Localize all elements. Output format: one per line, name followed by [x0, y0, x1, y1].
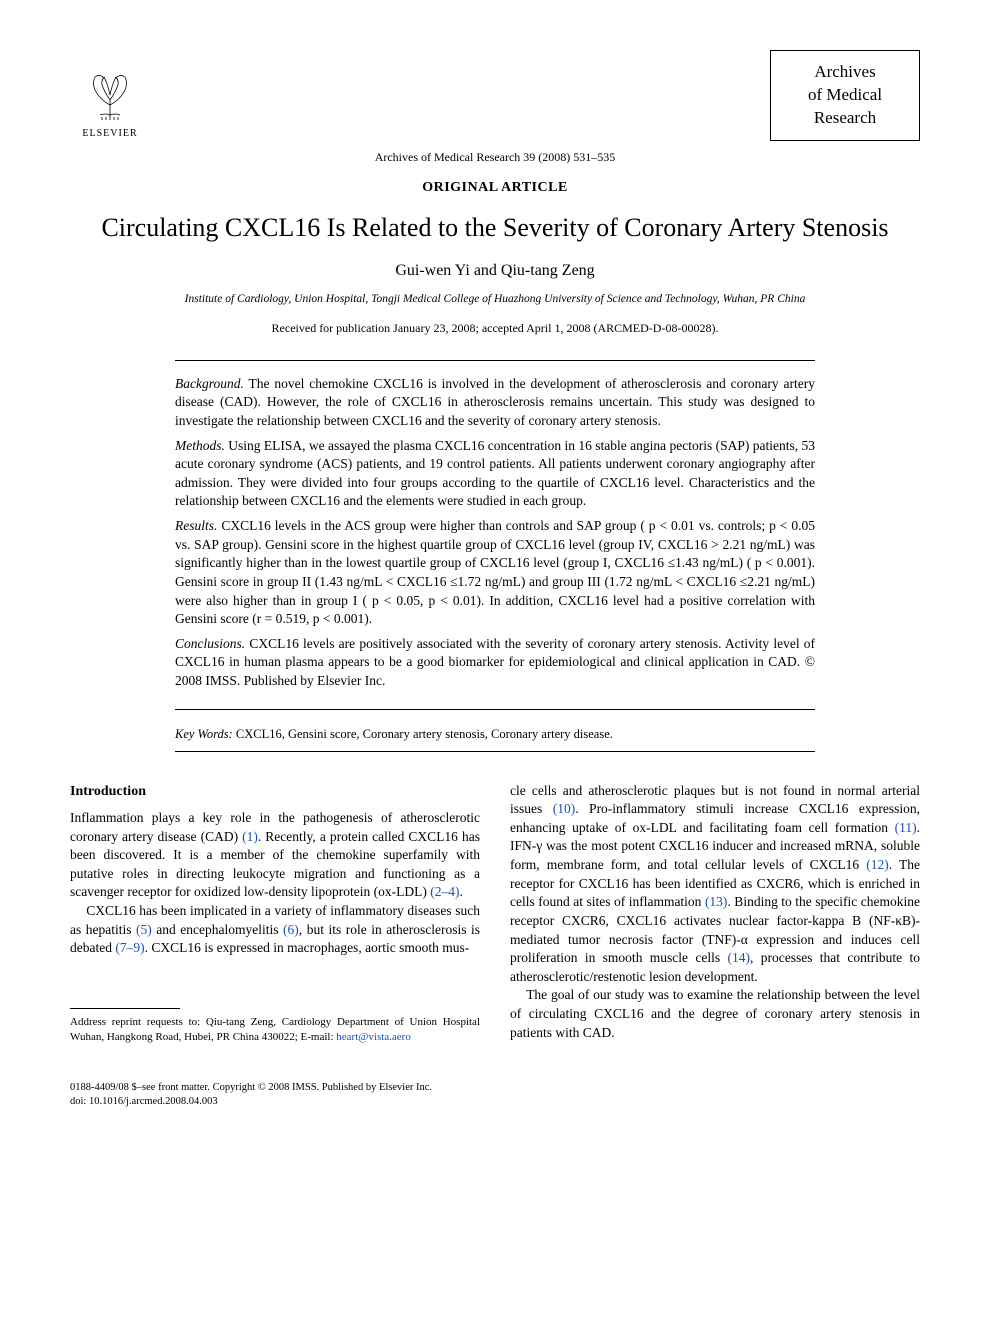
column-right: cle cells and atherosclerotic plaques bu… [510, 782, 920, 1045]
keywords-label: Key Words: [175, 727, 233, 741]
conclusions-text: CXCL16 levels are positively associated … [175, 636, 815, 688]
background-label: Background. [175, 376, 244, 391]
body-columns: Introduction Inflammation plays a key ro… [70, 782, 920, 1045]
ref-link-13[interactable]: (13) [705, 894, 728, 909]
footnote-text: Address reprint requests to: Qiu-tang Ze… [70, 1016, 480, 1043]
publisher-name: ELSEVIER [82, 127, 137, 141]
article-type: ORIGINAL ARTICLE [70, 179, 920, 198]
citation-line: Archives of Medical Research 39 (2008) 5… [70, 149, 920, 165]
affiliation: Institute of Cardiology, Union Hospital,… [70, 292, 920, 308]
keywords-text: CXCL16, Gensini score, Coronary artery s… [236, 727, 613, 741]
abstract-background: Background. The novel chemokine CXCL16 i… [175, 375, 815, 431]
publisher-logo: ELSEVIER [70, 50, 150, 140]
ref-link-12[interactable]: (12) [866, 857, 889, 872]
p2-text-b: and encephalomyelitis [152, 922, 283, 937]
keywords-block: Key Words: CXCL16, Gensini score, Corona… [175, 720, 815, 752]
conclusions-label: Conclusions. [175, 636, 245, 651]
footer-doi: doi: 10.1016/j.arcmed.2008.04.003 [70, 1095, 920, 1109]
results-label: Results. [175, 518, 217, 533]
column-left: Introduction Inflammation plays a key ro… [70, 782, 480, 1045]
journal-line-3: Research [785, 107, 905, 130]
elsevier-tree-icon [80, 65, 140, 125]
journal-title-box: Archives of Medical Research [770, 50, 920, 141]
ref-link-6[interactable]: (6) [283, 922, 299, 937]
correspondence-footnote: Address reprint requests to: Qiu-tang Ze… [70, 1015, 480, 1045]
methods-text: Using ELISA, we assayed the plasma CXCL1… [175, 438, 815, 509]
ref-link-11[interactable]: (11) [895, 820, 917, 835]
abstract-block: Background. The novel chemokine CXCL16 i… [175, 360, 815, 710]
intro-paragraph-3: The goal of our study was to examine the… [510, 986, 920, 1042]
ref-link-10[interactable]: (10) [553, 801, 576, 816]
introduction-heading: Introduction [70, 782, 480, 801]
ref-link-7-9[interactable]: (7–9) [115, 940, 144, 955]
abstract-results: Results. CXCL16 levels in the ACS group … [175, 517, 815, 629]
abstract-methods: Methods. Using ELISA, we assayed the pla… [175, 437, 815, 512]
results-text: CXCL16 levels in the ACS group were high… [175, 518, 815, 626]
intro-paragraph-1: Inflammation plays a key role in the pat… [70, 809, 480, 902]
header-row: ELSEVIER Archives of Medical Research [70, 50, 920, 141]
page-footer: 0188-4409/08 $–see front matter. Copyrig… [70, 1081, 920, 1109]
background-text: The novel chemokine CXCL16 is involved i… [175, 376, 815, 428]
article-title: Circulating CXCL16 Is Related to the Sev… [70, 212, 920, 245]
received-line: Received for publication January 23, 200… [70, 320, 920, 336]
methods-label: Methods. [175, 438, 225, 453]
footnote-rule [70, 1008, 180, 1009]
email-link[interactable]: heart@vista.aero [336, 1031, 411, 1043]
ref-link-14[interactable]: (14) [727, 950, 750, 965]
abstract-conclusions: Conclusions. CXCL16 levels are positivel… [175, 635, 815, 691]
authors: Gui-wen Yi and Qiu-tang Zeng [70, 260, 920, 282]
p1-text-c: . [460, 884, 463, 899]
intro-paragraph-2: CXCL16 has been implicated in a variety … [70, 902, 480, 958]
intro-paragraph-2-cont: cle cells and atherosclerotic plaques bu… [510, 782, 920, 987]
footer-copyright: 0188-4409/08 $–see front matter. Copyrig… [70, 1081, 920, 1095]
journal-line-2: of Medical [785, 84, 905, 107]
p2-text-d: . CXCL16 is expressed in macrophages, ao… [145, 940, 470, 955]
ref-link-2-4[interactable]: (2–4) [430, 884, 459, 899]
journal-line-1: Archives [785, 61, 905, 84]
ref-link-5[interactable]: (5) [136, 922, 152, 937]
ref-link-1[interactable]: (1) [242, 829, 258, 844]
